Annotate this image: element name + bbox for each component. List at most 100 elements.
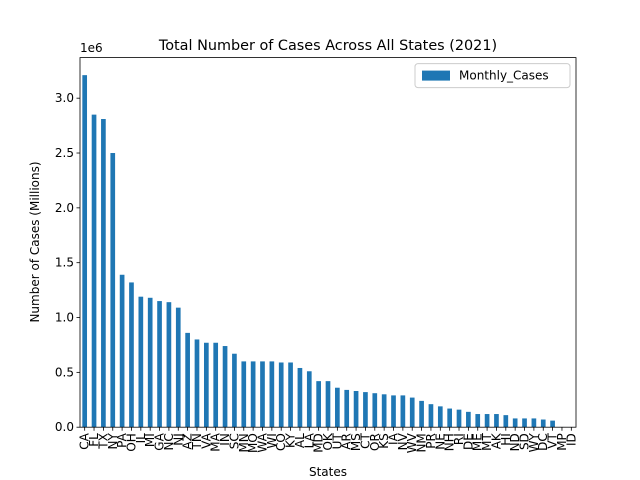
x-tick-label: TN	[190, 433, 204, 450]
bar	[101, 119, 106, 428]
x-tick-label: MO	[246, 433, 260, 453]
bar	[381, 394, 387, 428]
bar	[447, 408, 452, 428]
bar	[531, 418, 537, 428]
bar	[110, 153, 116, 428]
bar	[550, 420, 555, 428]
bar	[456, 409, 462, 428]
x-tick-label: IN	[218, 433, 232, 446]
x-tick-label: CT	[358, 433, 372, 449]
bar	[175, 307, 181, 428]
x-tick-label: NM	[415, 433, 429, 452]
x-tick-label: IA	[387, 432, 401, 445]
bar	[400, 395, 406, 428]
bar	[391, 395, 396, 428]
bar	[363, 392, 368, 428]
bar	[194, 339, 200, 428]
bar	[241, 361, 247, 428]
bar	[512, 418, 518, 428]
bar	[157, 301, 162, 428]
bar	[91, 114, 97, 428]
bar	[306, 371, 312, 428]
bar	[353, 391, 359, 428]
x-tick-label: RI	[452, 433, 466, 445]
bar	[278, 362, 284, 428]
x-axis-label: States	[309, 465, 347, 479]
y-tick-label: 2.5	[55, 146, 74, 160]
x-tick-label: WI	[265, 433, 279, 448]
x-tick-label: NC	[162, 433, 176, 450]
x-tick-label: WV	[405, 432, 419, 453]
x-tick-label: MP	[555, 433, 569, 451]
x-tick-label: AL	[293, 433, 307, 448]
bar	[166, 302, 172, 428]
x-tick-label: MI	[143, 433, 157, 447]
bar	[222, 346, 228, 428]
x-tick-label: OR	[368, 433, 382, 451]
bar	[335, 387, 340, 428]
x-tick-label: PR	[424, 433, 438, 449]
plot-frame	[79, 57, 577, 428]
x-tick-label: WA	[255, 432, 269, 452]
bar	[484, 414, 490, 428]
bar	[269, 361, 275, 428]
bar	[129, 282, 134, 428]
x-tick-label: AK	[489, 432, 503, 449]
bar	[297, 367, 303, 428]
bar	[419, 400, 424, 428]
x-tick-label: CO	[274, 433, 288, 451]
bar	[475, 414, 481, 428]
x-tick-label: MD	[312, 433, 326, 453]
y-tick-label: 0.5	[55, 365, 74, 379]
x-tick-label: IL	[134, 433, 148, 444]
bar	[82, 75, 88, 428]
y-axis-label: Number of Cases (Millions)	[28, 161, 42, 322]
bar	[540, 419, 546, 428]
legend-label: Monthly_Cases	[459, 69, 549, 83]
bar	[372, 393, 378, 428]
y-tick-label: 1.0	[55, 311, 74, 325]
bar	[494, 414, 499, 428]
x-tick-label: SD	[518, 433, 532, 450]
x-tick-label: WY	[527, 433, 541, 453]
x-tick-label: VT	[546, 433, 560, 449]
x-tick-label: UT	[330, 433, 344, 450]
bar	[185, 332, 190, 428]
bar	[260, 361, 265, 428]
x-tick-label: MA	[209, 432, 223, 451]
bar	[232, 353, 237, 428]
x-tick-label: DC	[536, 433, 550, 451]
y-tick-label: 1.5	[55, 256, 74, 270]
x-tick-label: NJ	[171, 433, 185, 446]
x-tick-label: MN	[237, 433, 251, 452]
y-tick-label: 3.0	[55, 91, 74, 105]
x-tick-label: HI	[499, 433, 513, 446]
x-tick-label: ND	[508, 433, 522, 451]
x-tick-label: AR	[340, 433, 354, 450]
bar	[503, 415, 509, 428]
bar	[250, 361, 256, 428]
bar	[409, 397, 415, 428]
y-tick-label: 0.0	[55, 420, 74, 434]
x-tick-label: LA	[302, 432, 316, 448]
bar	[466, 411, 471, 428]
bar	[288, 362, 293, 428]
bar	[138, 296, 144, 428]
bar	[344, 389, 350, 428]
legend-swatch	[422, 70, 450, 81]
x-tick-label: TX	[96, 433, 110, 450]
x-tick-label: AZ	[181, 433, 195, 449]
bar	[213, 342, 219, 428]
x-tick-label: CA	[78, 432, 92, 449]
x-tick-label: NY	[106, 433, 120, 450]
x-tick-label: VA	[199, 432, 213, 448]
bar	[428, 404, 434, 428]
x-tick-label: OH	[124, 433, 138, 451]
y-offset-label: 1e6	[80, 41, 103, 55]
bar	[325, 381, 331, 428]
x-tick-label: OK	[321, 432, 335, 450]
bar	[316, 381, 321, 428]
bar	[437, 406, 443, 428]
x-tick-label: DE	[461, 433, 475, 450]
